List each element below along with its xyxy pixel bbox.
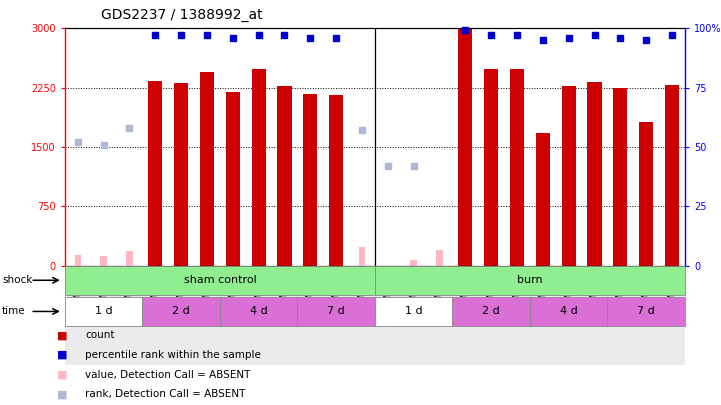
Bar (100, 256, 107, 266)
Bar (194, 266, 220, 365)
Text: time: time (2, 307, 26, 316)
Text: value, Detection Call = ABSENT: value, Detection Call = ABSENT (85, 370, 251, 380)
Bar (375, 266, 401, 365)
Bar (453, 266, 478, 365)
Bar (665, 85, 679, 266)
Bar (174, 83, 188, 266)
Bar (304, 94, 317, 266)
Bar (478, 266, 504, 365)
Bar (117, 266, 143, 365)
Bar (530, 266, 556, 365)
Bar (504, 266, 530, 365)
Text: 1 d: 1 d (95, 307, 112, 316)
Text: GDS2237 / 1388992_at: GDS2237 / 1388992_at (101, 8, 262, 22)
Bar (375, 297, 453, 326)
Bar (65, 266, 91, 365)
Bar (607, 266, 633, 365)
Bar (220, 297, 297, 326)
Bar (436, 250, 443, 266)
Bar (401, 266, 427, 365)
Text: 2 d: 2 d (172, 307, 190, 316)
Bar (453, 297, 530, 326)
Bar (278, 86, 291, 266)
Text: burn: burn (517, 275, 543, 285)
Bar (556, 266, 582, 365)
Bar (633, 266, 659, 365)
Bar (588, 82, 601, 266)
Bar (536, 133, 550, 266)
Text: shock: shock (2, 275, 32, 285)
Bar (562, 86, 576, 266)
Text: 7 d: 7 d (327, 307, 345, 316)
Bar (349, 266, 375, 365)
Bar (410, 260, 417, 266)
Bar (459, 28, 472, 266)
Bar (142, 266, 168, 365)
Bar (297, 297, 375, 326)
Bar (149, 81, 162, 266)
Text: 4 d: 4 d (249, 307, 267, 316)
Bar (530, 297, 607, 326)
Bar (427, 266, 452, 365)
Bar (614, 88, 627, 266)
Bar (484, 70, 498, 266)
Text: 1 d: 1 d (405, 307, 423, 316)
Bar (359, 247, 366, 266)
Bar (323, 266, 349, 365)
Bar (91, 266, 117, 365)
Bar (126, 252, 133, 266)
Bar (74, 256, 81, 266)
Text: ■: ■ (57, 330, 67, 340)
Text: rank, Detection Call = ABSENT: rank, Detection Call = ABSENT (85, 390, 246, 399)
Bar (226, 92, 240, 266)
Bar (220, 266, 246, 365)
Text: 4 d: 4 d (559, 307, 578, 316)
Text: 2 d: 2 d (482, 307, 500, 316)
Text: count: count (85, 330, 115, 340)
Bar (272, 266, 297, 365)
Text: ■: ■ (57, 350, 67, 360)
Bar (297, 266, 323, 365)
Text: percentile rank within the sample: percentile rank within the sample (85, 350, 261, 360)
Bar (65, 266, 375, 295)
Bar (375, 266, 685, 295)
Bar (510, 70, 524, 266)
Bar (252, 69, 266, 266)
Bar (200, 72, 214, 266)
Bar (142, 297, 220, 326)
Bar (582, 266, 607, 365)
Text: ■: ■ (57, 370, 67, 380)
Bar (246, 266, 272, 365)
Bar (659, 266, 685, 365)
Bar (329, 95, 343, 266)
Bar (639, 122, 653, 266)
Bar (607, 297, 685, 326)
Text: ■: ■ (57, 390, 67, 399)
Text: 7 d: 7 d (637, 307, 655, 316)
Text: sham control: sham control (184, 275, 256, 285)
Bar (65, 297, 142, 326)
Bar (168, 266, 194, 365)
